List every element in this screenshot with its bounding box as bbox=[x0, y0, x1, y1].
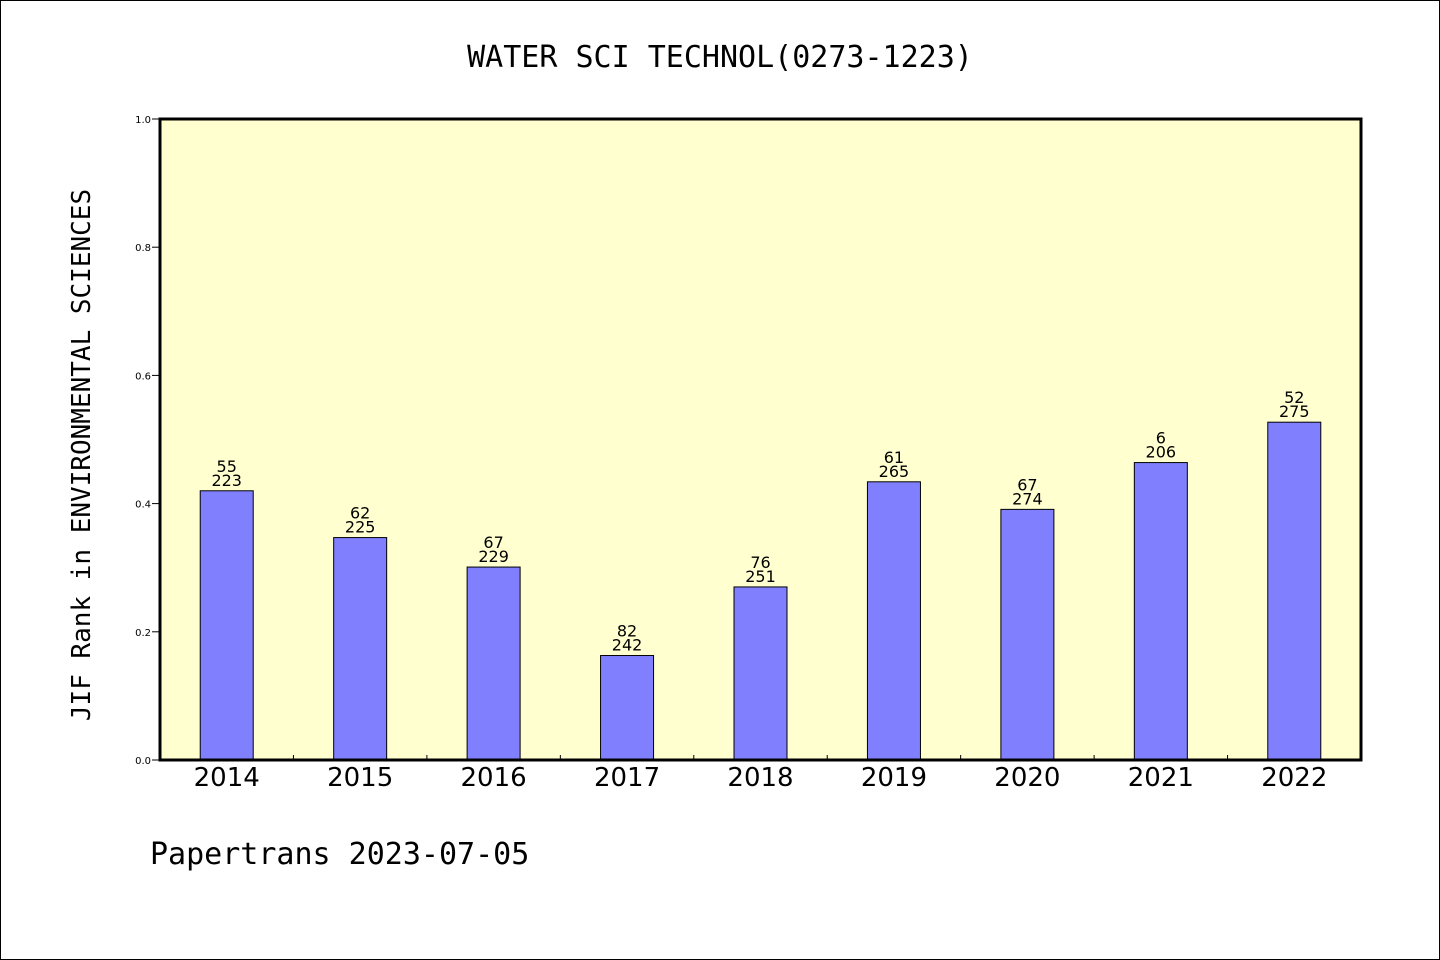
x-tick-label-2017: 2017 bbox=[594, 763, 660, 793]
rank-label-2019: 61 bbox=[884, 448, 904, 467]
chart-title: WATER SCI TECHNOL(0273-1223) bbox=[467, 40, 973, 75]
rank-label-2017: 82 bbox=[617, 622, 637, 641]
total-label-2016: 229 bbox=[478, 547, 509, 566]
rank-label-2014: 55 bbox=[217, 457, 237, 476]
x-tick-label-2016: 2016 bbox=[461, 763, 527, 793]
footer-source-date: Papertrans 2023-07-05 bbox=[150, 837, 529, 872]
labels-layer: 5522362225672298224276251612656727462065… bbox=[211, 388, 1309, 654]
total-label-2014: 223 bbox=[211, 471, 242, 490]
y-axis-label: JIF Rank in ENVIRONMENTAL SCIENCES bbox=[67, 189, 97, 721]
bar-2019 bbox=[866, 481, 921, 761]
bar-2016 bbox=[466, 566, 521, 761]
x-tick-label-2019: 2019 bbox=[861, 763, 927, 793]
x-tick-label-2020: 2020 bbox=[994, 763, 1060, 793]
total-label-2015: 225 bbox=[345, 518, 376, 537]
rank-label-2021: 6 bbox=[1156, 429, 1166, 448]
rank-label-2016: 67 bbox=[483, 533, 503, 552]
rank-label-2020: 67 bbox=[1017, 475, 1037, 494]
bars-layer bbox=[199, 421, 1322, 761]
y-tick-label: 1.0 bbox=[135, 115, 151, 126]
bar-2022 bbox=[1267, 421, 1322, 761]
plot-border bbox=[158, 117, 1363, 762]
rank-label-2015: 62 bbox=[350, 504, 370, 523]
bar-2014 bbox=[199, 490, 254, 761]
y-tick-label: 0.8 bbox=[135, 243, 151, 254]
y-tick-label: 0.6 bbox=[135, 371, 151, 382]
rank-label-2018: 76 bbox=[750, 553, 770, 572]
total-label-2022: 275 bbox=[1279, 402, 1310, 421]
total-label-2018: 251 bbox=[745, 567, 776, 586]
y-tick-label: 0.2 bbox=[135, 628, 151, 639]
x-tick-label-2018: 2018 bbox=[727, 763, 793, 793]
x-tick-label-2022: 2022 bbox=[1261, 763, 1327, 793]
bar-2015 bbox=[333, 537, 388, 761]
bar-2018 bbox=[733, 586, 788, 761]
y-tick-label: 0.0 bbox=[135, 756, 151, 767]
bar-2020 bbox=[1000, 508, 1055, 761]
rank-label-2022: 52 bbox=[1284, 388, 1304, 407]
total-label-2019: 265 bbox=[879, 462, 910, 481]
x-tick-label-2021: 2021 bbox=[1128, 763, 1194, 793]
y-tick-label: 0.4 bbox=[135, 500, 151, 511]
x-tick-label-2015: 2015 bbox=[327, 763, 393, 793]
total-label-2021: 206 bbox=[1146, 443, 1177, 462]
x-tick-label-2014: 2014 bbox=[194, 763, 260, 793]
bar-2021 bbox=[1133, 462, 1188, 761]
total-label-2017: 242 bbox=[612, 636, 643, 655]
bar-2017 bbox=[600, 655, 655, 761]
total-label-2020: 274 bbox=[1012, 489, 1043, 508]
ticks-layer: 0.0 0.2 0.4 0.6 0.8 1.0 2014 2015 2016 2017 2018 20… bbox=[135, 115, 1327, 793]
